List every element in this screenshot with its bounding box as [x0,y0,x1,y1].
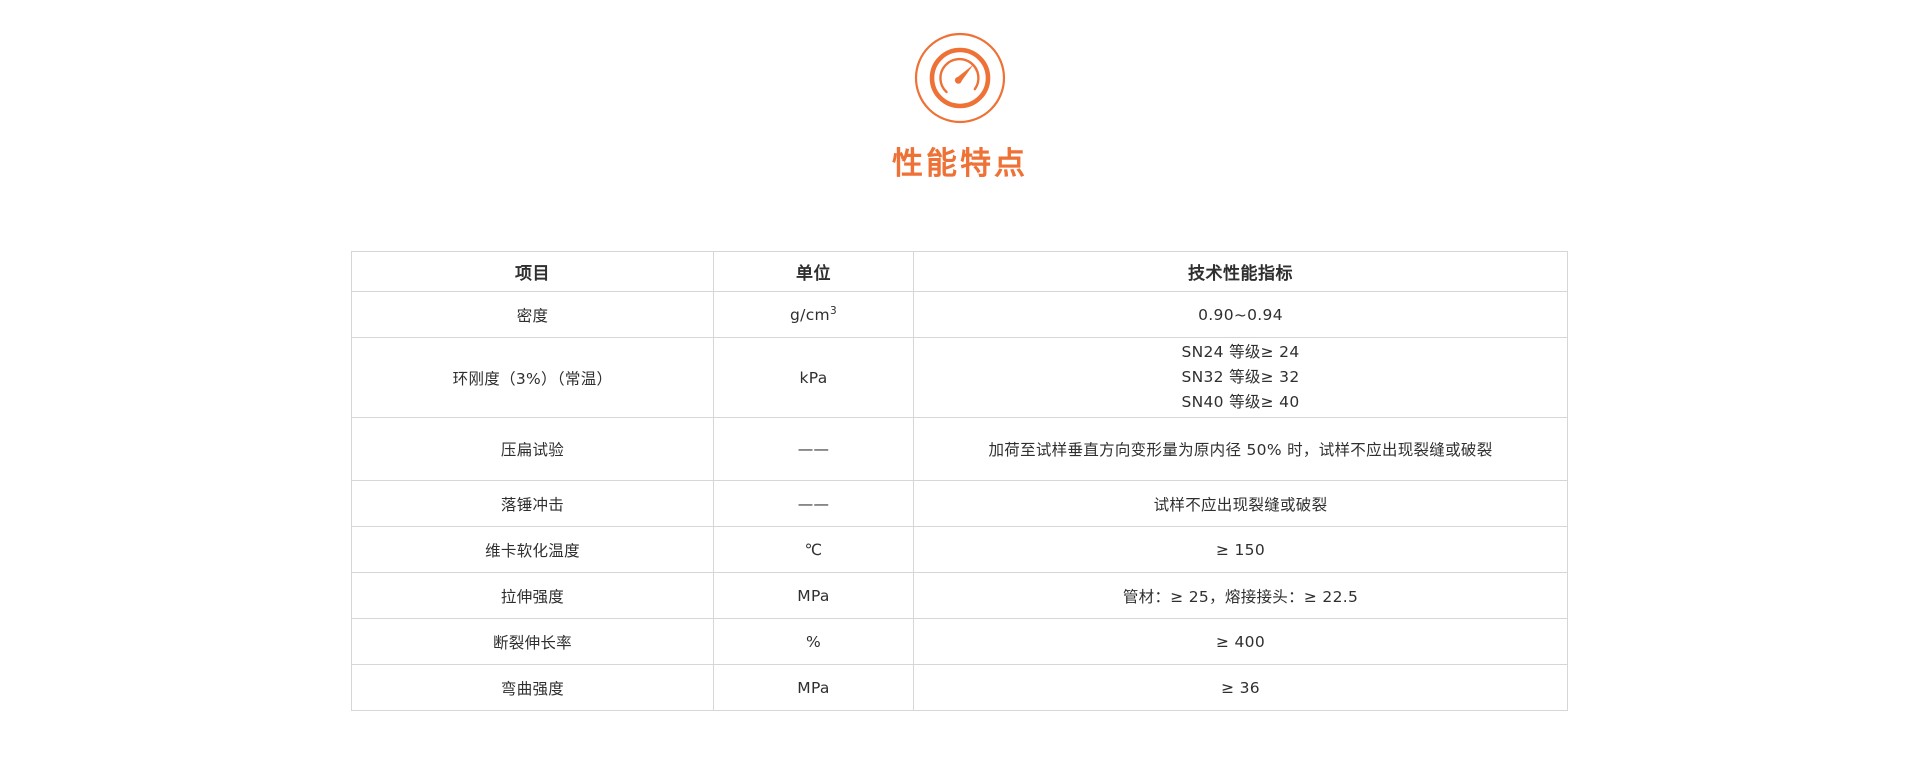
table-header-row: 项目 单位 技术性能指标 [351,251,1568,292]
spec-line: SN40 等级≥ 40 [1181,393,1300,412]
cell-unit: MPa [713,572,914,619]
cell-item: 落锤冲击 [351,480,714,527]
cell-unit: kPa [713,337,914,418]
spec-line: SN24 等级≥ 24 [1181,342,1300,361]
cell-unit: —— [713,417,914,481]
table-row: 拉伸强度 MPa 管材：≥ 25，熔接接头：≥ 22.5 [351,572,1568,619]
table-head: 项目 单位 技术性能指标 [351,251,1568,292]
cell-unit: g/cm3 [713,291,914,338]
unit-superscript: 3 [829,304,837,317]
column-header-spec: 技术性能指标 [913,251,1568,292]
table-row: 维卡软化温度 ℃ ≥ 150 [351,526,1568,573]
cell-spec: ≥ 150 [913,526,1568,573]
cell-spec: 0.90~0.94 [913,291,1568,338]
table-row: 落锤冲击 —— 试样不应出现裂缝或破裂 [351,480,1568,527]
spec-line: SN32 等级≥ 32 [1181,367,1300,386]
cell-item: 密度 [351,291,714,338]
section-header: 性能特点 [0,28,1920,183]
cell-item: 压扁试验 [351,417,714,481]
gauge-icon [910,28,1010,128]
unit-base: g/cm [790,305,830,324]
spec-table-wrapper: 项目 单位 技术性能指标 密度 g/cm3 0.90~0.94 环刚度（3%）（… [351,251,1568,711]
cell-unit: MPa [713,664,914,711]
cell-spec: 试样不应出现裂缝或破裂 [913,480,1568,527]
column-header-unit: 单位 [713,251,914,292]
cell-spec: ≥ 400 [913,618,1568,665]
cell-spec: 加荷至试样垂直方向变形量为原内径 50% 时，试样不应出现裂缝或破裂 [913,417,1568,481]
cell-item: 断裂伸长率 [351,618,714,665]
table-row: 密度 g/cm3 0.90~0.94 [351,291,1568,338]
cell-item: 环刚度（3%）（常温） [351,337,714,418]
cell-item: 弯曲强度 [351,664,714,711]
table-body: 密度 g/cm3 0.90~0.94 环刚度（3%）（常温） kPa SN24 … [351,291,1568,711]
cell-item: 拉伸强度 [351,572,714,619]
table-row: 弯曲强度 MPa ≥ 36 [351,664,1568,711]
cell-spec: ≥ 36 [913,664,1568,711]
table-row: 压扁试验 —— 加荷至试样垂直方向变形量为原内径 50% 时，试样不应出现裂缝或… [351,417,1568,481]
table-row: 断裂伸长率 % ≥ 400 [351,618,1568,665]
cell-item: 维卡软化温度 [351,526,714,573]
cell-unit: % [713,618,914,665]
performance-spec-table: 项目 单位 技术性能指标 密度 g/cm3 0.90~0.94 环刚度（3%）（… [351,251,1568,711]
cell-unit: —— [713,480,914,527]
table-row: 环刚度（3%）（常温） kPa SN24 等级≥ 24 SN32 等级≥ 32 … [351,337,1568,418]
cell-spec: 管材：≥ 25，熔接接头：≥ 22.5 [913,572,1568,619]
page-title: 性能特点 [892,146,1028,182]
cell-spec: SN24 等级≥ 24 SN32 等级≥ 32 SN40 等级≥ 40 [913,337,1568,418]
cell-unit: ℃ [713,526,914,573]
column-header-item: 项目 [351,251,714,292]
